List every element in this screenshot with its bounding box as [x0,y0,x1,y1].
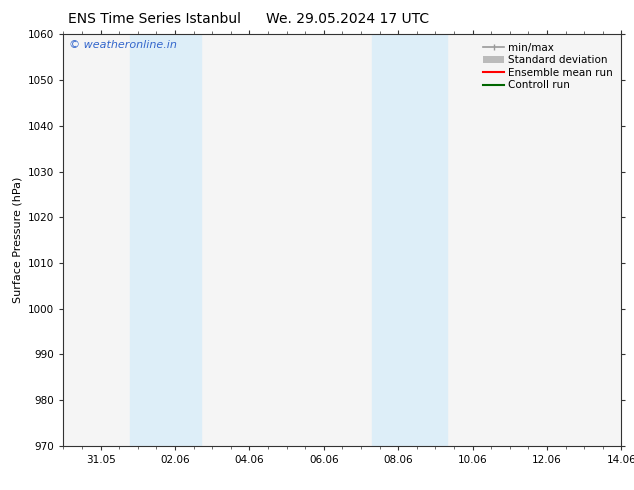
Y-axis label: Surface Pressure (hPa): Surface Pressure (hPa) [13,177,23,303]
Bar [372,34,446,446]
Text: ENS Time Series Istanbul: ENS Time Series Istanbul [68,12,241,26]
Text: We. 29.05.2024 17 UTC: We. 29.05.2024 17 UTC [266,12,429,26]
Bar [131,34,201,446]
Legend: min/max, Standard deviation, Ensemble mean run, Controll run: min/max, Standard deviation, Ensemble me… [480,40,616,94]
Text: © weatheronline.in: © weatheronline.in [69,41,177,50]
